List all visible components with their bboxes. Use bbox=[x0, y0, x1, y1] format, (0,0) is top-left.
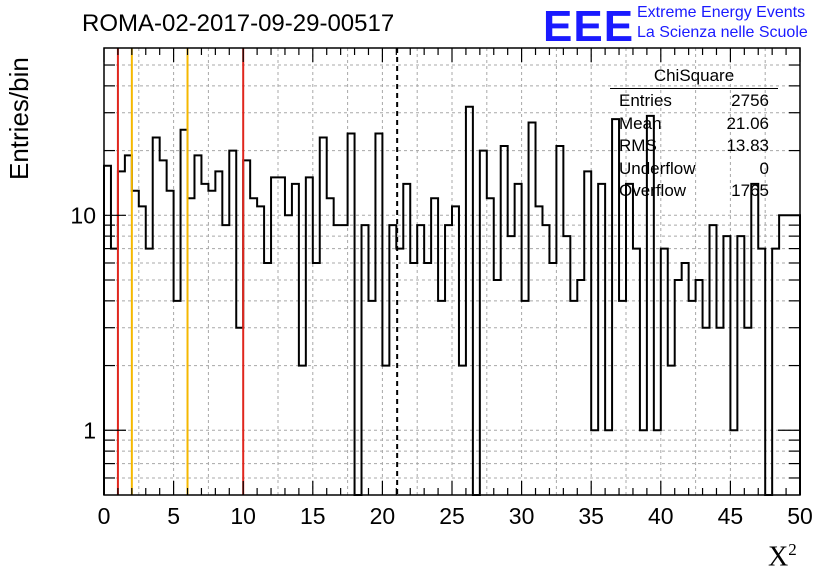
logo-line-1: Extreme Energy Events bbox=[637, 4, 806, 21]
x-tick-label: 30 bbox=[509, 503, 535, 529]
stats-label: RMS bbox=[619, 136, 657, 155]
eee-logo: EEE bbox=[543, 2, 635, 51]
stats-value: 0 bbox=[759, 158, 769, 178]
x-tick-label: 5 bbox=[167, 503, 180, 529]
stats-label: Overflow bbox=[619, 181, 687, 200]
x-tick-label: 50 bbox=[787, 503, 813, 529]
stats-row: Mean 21.06 bbox=[610, 113, 778, 136]
x-tick-label: 35 bbox=[578, 503, 604, 529]
stats-label: Entries bbox=[619, 91, 672, 110]
stats-row: Underflow 0 bbox=[610, 158, 778, 181]
stats-row: RMS 13.83 bbox=[610, 135, 778, 158]
stats-row: Entries 2756 bbox=[610, 90, 778, 113]
stats-row: Overflow 1765 bbox=[610, 180, 778, 203]
x-axis-label: X2 bbox=[768, 540, 797, 573]
x-tick-label: 20 bbox=[370, 503, 396, 529]
logo-line-2: La Scienza nelle Scuole bbox=[637, 24, 808, 41]
y-tick-label: 1 bbox=[83, 417, 96, 443]
stats-label: Mean bbox=[619, 113, 662, 133]
x-tick-label: 10 bbox=[230, 503, 256, 529]
stats-value: 1765 bbox=[731, 181, 769, 200]
x-tick-label: 25 bbox=[439, 503, 465, 529]
histogram-bars bbox=[103, 105, 801, 496]
x-tick-label: 45 bbox=[718, 503, 744, 529]
stats-label: Underflow bbox=[619, 158, 696, 178]
y-axis-label: Entries/bin bbox=[4, 57, 34, 180]
stats-value: 13.83 bbox=[726, 136, 769, 155]
stats-value: 2756 bbox=[731, 91, 769, 110]
stats-value: 21.06 bbox=[726, 113, 769, 133]
chart-title: ROMA-02-2017-09-29-00517 bbox=[82, 10, 395, 37]
stats-header: ChiSquare bbox=[610, 66, 778, 89]
y-tick-label: 10 bbox=[70, 202, 96, 228]
x-tick-label: 40 bbox=[648, 503, 674, 529]
x-tick-label: 0 bbox=[98, 503, 111, 529]
stats-box: ChiSquare Entries 2756 Mean 21.06 RMS 13.83… bbox=[610, 66, 778, 203]
x-tick-label: 15 bbox=[300, 503, 326, 529]
